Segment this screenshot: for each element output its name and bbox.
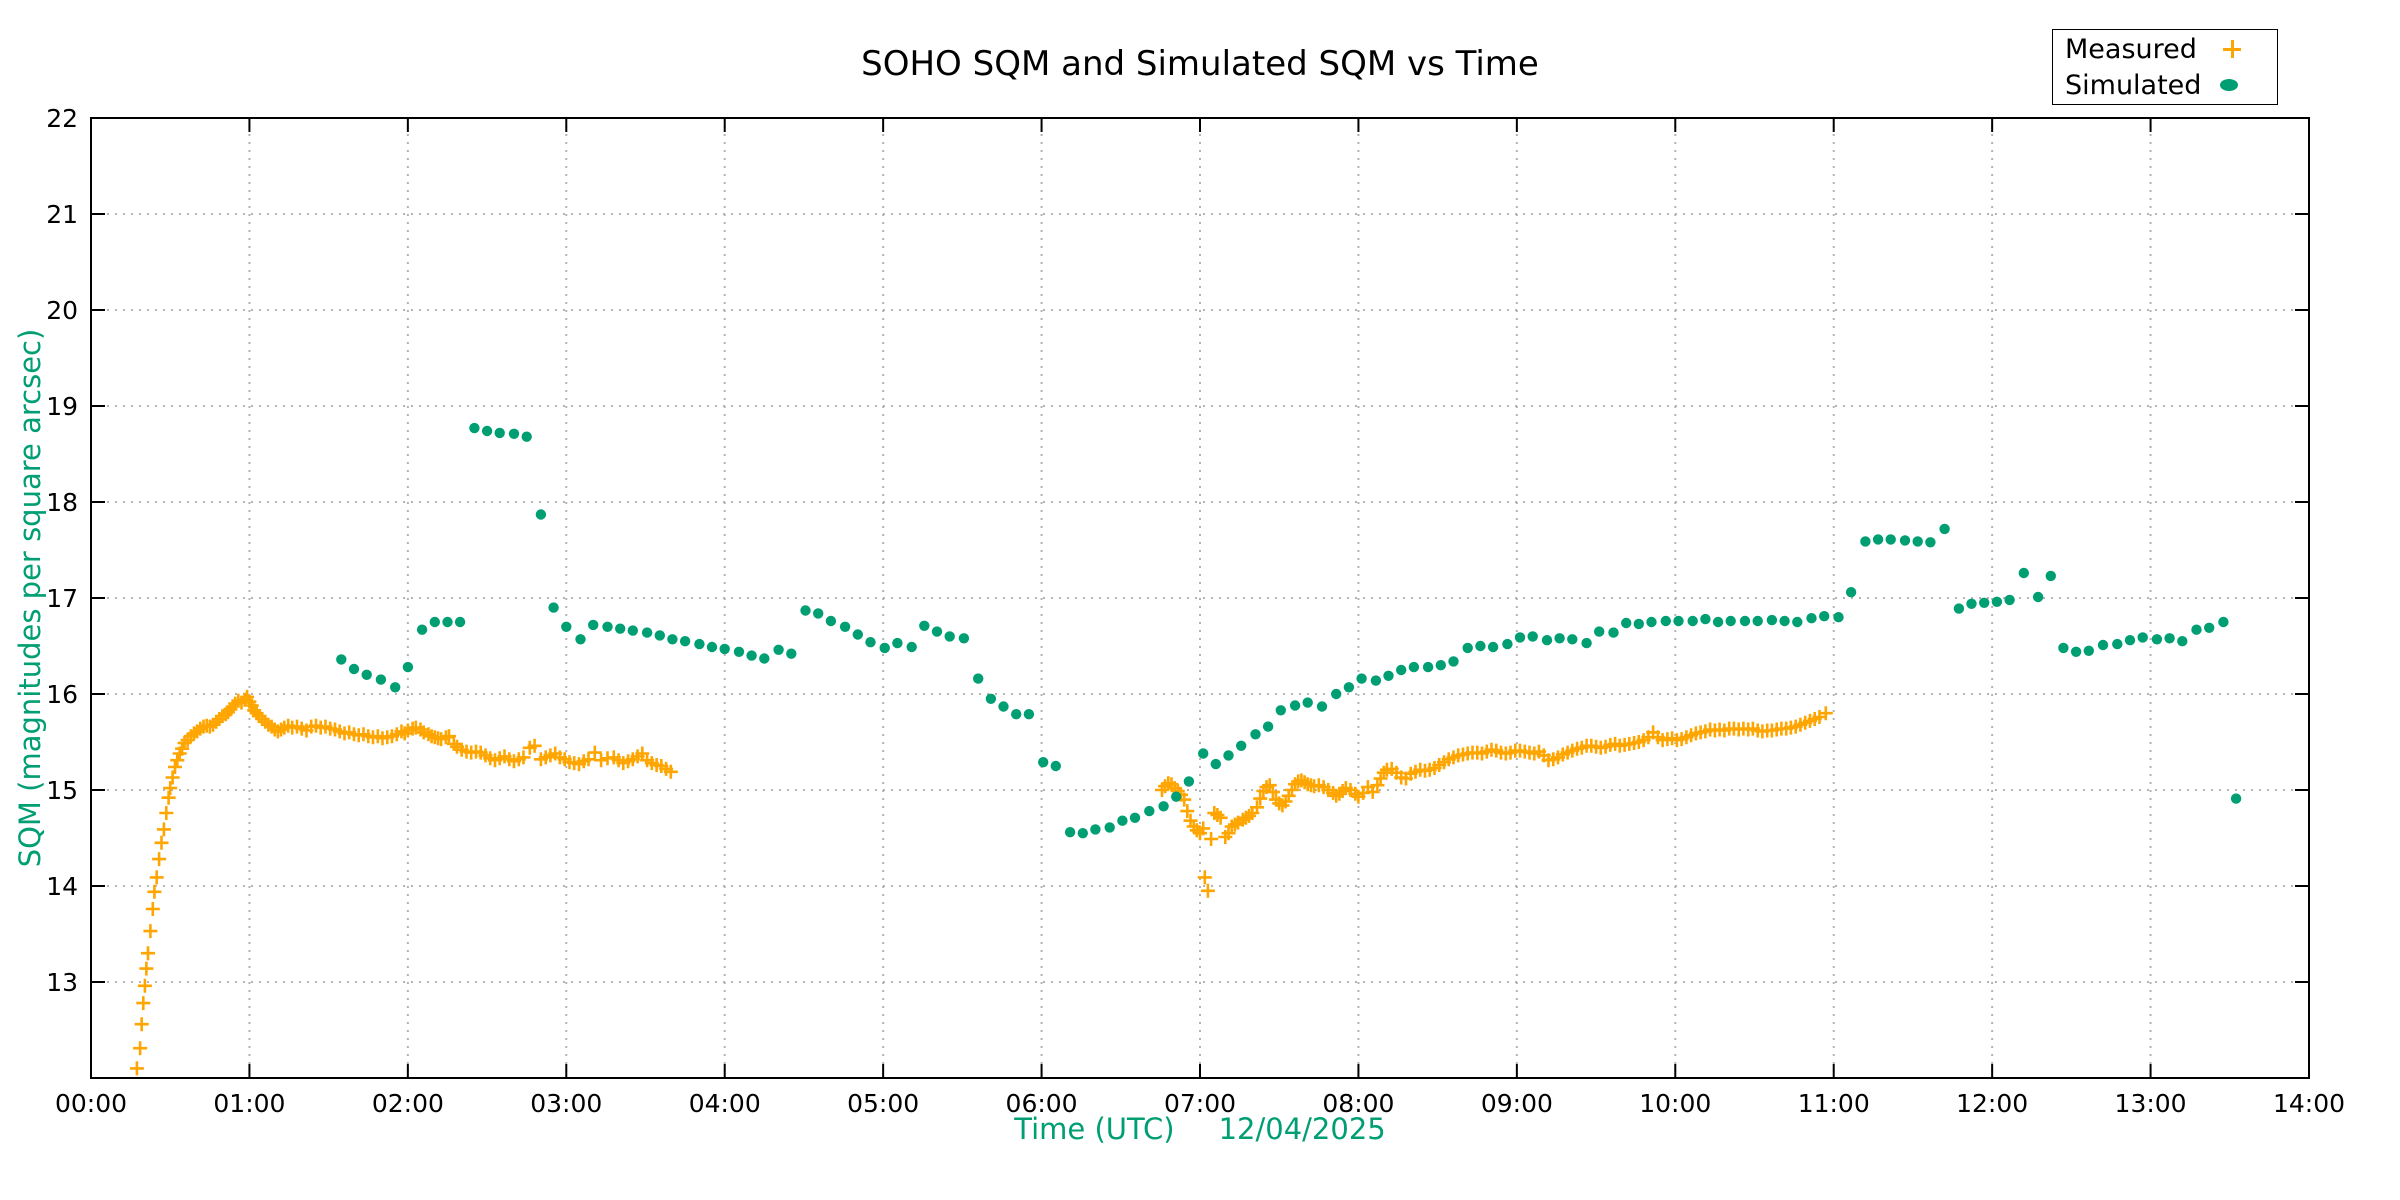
svg-text:04:00: 04:00	[689, 1089, 761, 1118]
svg-text:13:00: 13:00	[2115, 1089, 2187, 1118]
legend-row-measured: Measured	[2053, 31, 2277, 67]
svg-text:12:00: 12:00	[1956, 1089, 2028, 1118]
x-tick-labels: 00:00 01:00 02:00 03:00 04:00 05:00 06:00 07:00…	[55, 1089, 2345, 1118]
svg-text:08:00: 08:00	[1322, 1089, 1394, 1118]
svg-text:06:00: 06:00	[1006, 1089, 1078, 1118]
simulated-series	[336, 422, 2242, 839]
svg-text:07:00: 07:00	[1164, 1089, 1236, 1118]
legend-label-measured: Measured	[2065, 33, 2197, 65]
legend-label-simulated: Simulated	[2065, 69, 2202, 101]
measured-series	[129, 689, 1833, 1076]
svg-text:10:00: 10:00	[1639, 1089, 1711, 1118]
x-axis-date: 12/04/2025	[1218, 1112, 1386, 1146]
svg-text:02:00: 02:00	[372, 1089, 444, 1118]
x-axis-label-text: Time (UTC)	[1014, 1112, 1175, 1146]
svg-text:22: 22	[46, 104, 78, 133]
plus-icon	[2223, 40, 2241, 58]
svg-text:14:00: 14:00	[2273, 1089, 2345, 1118]
svg-text:16: 16	[46, 680, 78, 709]
y-axis-label: SQM (magnitudes per square arcsec)	[13, 328, 47, 868]
chart-title: SOHO SQM and Simulated SQM vs Time	[861, 44, 1539, 84]
legend: Measured Simulated	[2052, 29, 2278, 105]
gridlines	[91, 118, 2309, 1078]
svg-text:17: 17	[46, 584, 78, 613]
y-tick-labels: 13 14 15 16 17 18 19 20 21 22	[46, 104, 78, 997]
svg-text:05:00: 05:00	[847, 1089, 919, 1118]
svg-text:18: 18	[46, 488, 78, 517]
svg-text:11:00: 11:00	[1798, 1089, 1870, 1118]
svg-text:09:00: 09:00	[1481, 1089, 1553, 1118]
plot-border	[90, 117, 2310, 1079]
svg-text:13: 13	[46, 968, 78, 997]
svg-text:00:00: 00:00	[55, 1089, 127, 1118]
legend-row-simulated: Simulated	[2053, 67, 2277, 103]
dot-icon	[2220, 79, 2238, 91]
svg-text:14: 14	[46, 872, 78, 901]
svg-text:15: 15	[46, 776, 78, 805]
svg-text:20: 20	[46, 296, 78, 325]
svg-text:01:00: 01:00	[213, 1089, 285, 1118]
svg-text:19: 19	[46, 392, 78, 421]
svg-text:21: 21	[46, 200, 78, 229]
svg-text:03:00: 03:00	[530, 1089, 602, 1118]
axis-ticks	[91, 118, 2309, 1078]
x-axis-label: Time (UTC) 12/04/2025	[0, 1112, 2400, 1146]
